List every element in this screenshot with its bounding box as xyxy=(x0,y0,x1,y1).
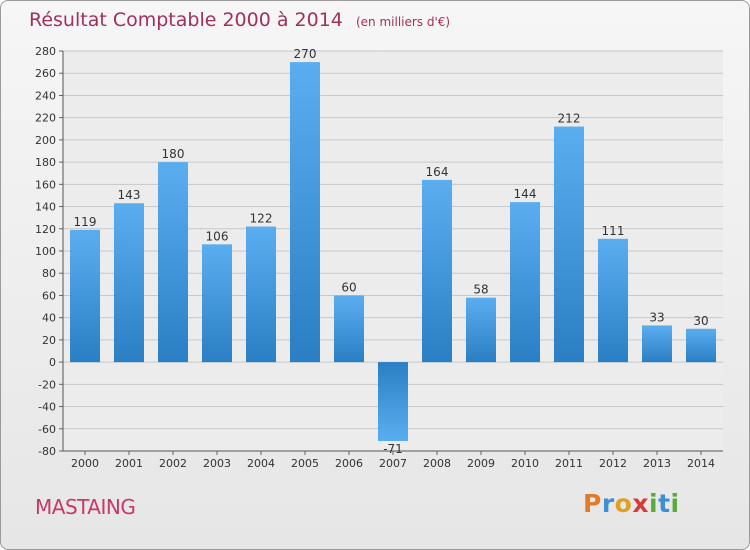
bar xyxy=(510,202,540,363)
y-tick-label: 180 xyxy=(35,156,56,169)
y-tick-label: -20 xyxy=(38,378,56,391)
data-label: 30 xyxy=(693,314,708,328)
y-tick-label: -40 xyxy=(38,401,56,414)
data-label: 212 xyxy=(558,112,581,126)
chart-unit-text: (en milliers d'€) xyxy=(355,15,451,29)
y-tick-label: 0 xyxy=(49,356,56,369)
data-label: 180 xyxy=(162,147,185,161)
chart-title-text: Résultat Comptable 2000 à 2014 xyxy=(29,9,343,31)
logo-letter: x xyxy=(632,489,649,518)
x-tick-label: 2010 xyxy=(511,457,539,470)
y-tick-label: 120 xyxy=(35,223,56,236)
bar xyxy=(686,328,716,363)
chart-title: Résultat Comptable 2000 à 2014 (en milli… xyxy=(29,9,450,31)
logo-letter: P xyxy=(583,489,602,518)
x-tick-label: 2014 xyxy=(687,457,715,470)
logo-letter: t xyxy=(658,489,671,518)
x-tick-label: 2003 xyxy=(203,457,231,470)
bar xyxy=(598,238,628,363)
y-tick-label: 20 xyxy=(42,334,56,347)
proxiti-logo: Proxiti xyxy=(583,489,680,518)
data-label: 144 xyxy=(514,187,537,201)
bar xyxy=(158,162,188,363)
bar xyxy=(378,362,408,441)
y-tick-label: -60 xyxy=(38,423,56,436)
data-label: 111 xyxy=(602,224,625,238)
x-tick-label: 2009 xyxy=(467,457,495,470)
data-label: 60 xyxy=(341,280,356,294)
bar xyxy=(246,226,276,363)
y-tick-label: 60 xyxy=(42,289,56,302)
logo-letter: r xyxy=(601,489,615,518)
y-tick-label: 140 xyxy=(35,201,56,214)
logo-letter: o xyxy=(614,489,633,518)
data-label: 164 xyxy=(426,165,449,179)
y-tick-label: 240 xyxy=(35,89,56,102)
x-tick-label: 2000 xyxy=(71,457,99,470)
logo-letter: i xyxy=(649,489,659,518)
x-tick-label: 2006 xyxy=(335,457,363,470)
bar xyxy=(290,62,320,363)
x-tick-label: 2008 xyxy=(423,457,451,470)
commune-name: MASTAING xyxy=(35,495,136,519)
logo-letter: i xyxy=(670,489,680,518)
bar xyxy=(466,297,496,363)
data-label: 270 xyxy=(294,47,317,61)
data-label: 122 xyxy=(250,212,273,226)
x-tick-label: 2002 xyxy=(159,457,187,470)
bar xyxy=(202,244,232,363)
x-tick-label: 2004 xyxy=(247,457,275,470)
x-tick-label: 2013 xyxy=(643,457,671,470)
bar xyxy=(422,179,452,363)
x-tick-label: 2012 xyxy=(599,457,627,470)
y-tick-label: 280 xyxy=(35,45,56,58)
data-label: 33 xyxy=(649,310,664,324)
data-label: 58 xyxy=(473,283,488,297)
x-tick-label: 2005 xyxy=(291,457,319,470)
x-tick-label: 2007 xyxy=(379,457,407,470)
bar xyxy=(70,229,100,363)
bar xyxy=(114,203,144,363)
y-tick-label: 80 xyxy=(42,267,56,280)
data-label: -71 xyxy=(383,442,403,456)
y-tick-label: 40 xyxy=(42,312,56,325)
x-tick-label: 2011 xyxy=(555,457,583,470)
data-label: 106 xyxy=(206,229,229,243)
y-tick-label: 260 xyxy=(35,67,56,80)
y-tick-label: 200 xyxy=(35,134,56,147)
y-tick-label: 160 xyxy=(35,178,56,191)
y-tick-label: -80 xyxy=(38,445,56,458)
y-tick-label: 100 xyxy=(35,245,56,258)
x-tick-label: 2001 xyxy=(115,457,143,470)
data-label: 119 xyxy=(74,215,97,229)
bar xyxy=(554,126,584,363)
y-tick-label: 220 xyxy=(35,112,56,125)
data-label: 143 xyxy=(118,188,141,202)
bar xyxy=(642,325,672,363)
bar xyxy=(334,295,364,363)
